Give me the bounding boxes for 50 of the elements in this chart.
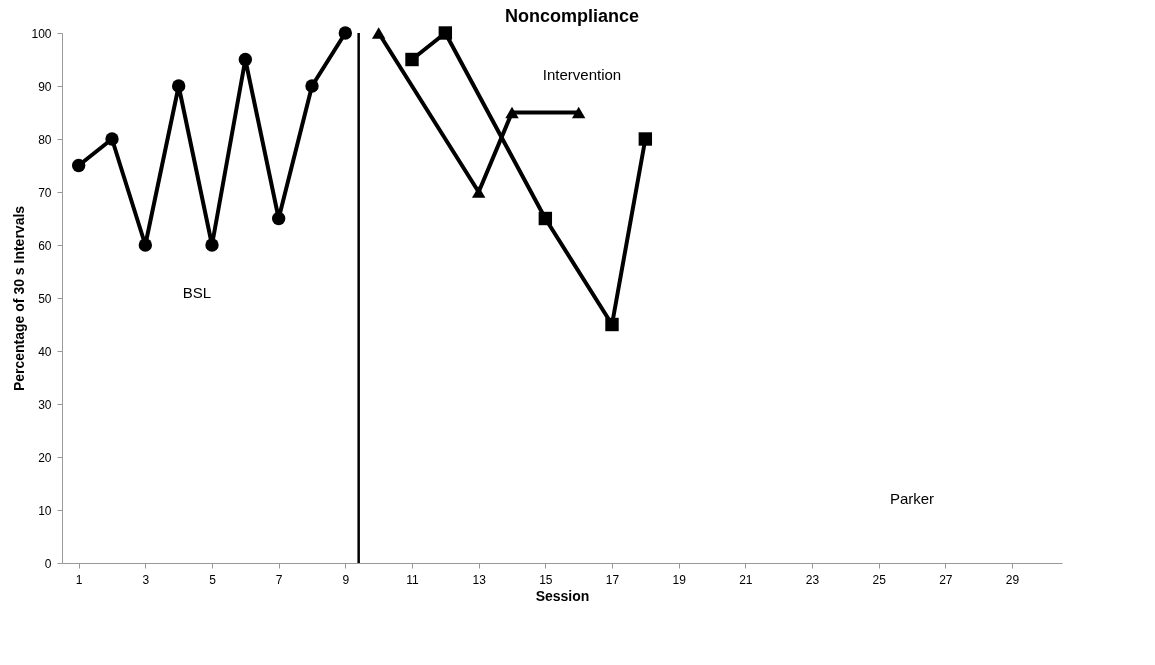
x-tick-label: 17 (605, 572, 620, 587)
y-tick-label: 100 (31, 26, 52, 41)
x-tick-label: 3 (142, 572, 150, 587)
x-axis-title: Session (535, 587, 590, 604)
point (471, 186, 486, 198)
point (205, 238, 219, 252)
point (538, 211, 553, 226)
chart-title: Noncompliance (504, 6, 640, 27)
y-tick-label: 10 (38, 503, 52, 518)
x-tick-label: 27 (939, 572, 953, 587)
y-tick-label: 20 (38, 450, 52, 465)
x-tick-label: 21 (739, 572, 753, 587)
y-axis-title: Percentage of 30 s Intervals (11, 205, 28, 392)
point (71, 158, 86, 173)
point (271, 211, 286, 226)
y-tick-label: 40 (38, 344, 52, 359)
point (605, 317, 619, 332)
y-tick-label: 60 (38, 238, 52, 253)
x-tick-label: 9 (342, 572, 350, 587)
y-tick-label: 80 (38, 132, 52, 147)
x-tick-label: 11 (406, 572, 420, 587)
point (638, 132, 653, 146)
x-tick-label: 23 (805, 572, 820, 587)
x-tick-label: 7 (275, 572, 283, 587)
annotation: Parker (889, 490, 935, 508)
point (305, 79, 319, 93)
point (138, 238, 153, 252)
point (238, 52, 253, 67)
annotation: BSL (182, 283, 212, 301)
y-tick-label: 90 (38, 79, 52, 94)
annotation: Intervention (542, 66, 622, 84)
point (171, 79, 186, 93)
point (405, 52, 419, 67)
y-tick-label: 50 (38, 291, 52, 306)
point (338, 26, 353, 40)
point (438, 26, 453, 40)
y-tick-label: 0 (44, 556, 52, 571)
point (371, 27, 386, 39)
point (505, 106, 519, 119)
point (571, 106, 586, 119)
point (105, 132, 119, 146)
x-tick-label: 25 (872, 572, 887, 587)
y-tick-label: 70 (38, 185, 52, 200)
x-tick-label: 13 (472, 572, 487, 587)
x-tick-label: 1 (75, 572, 83, 587)
x-tick-label: 19 (672, 572, 687, 587)
x-tick-label: 15 (539, 572, 553, 587)
x-tick-label: 5 (209, 572, 217, 587)
x-tick-label: 29 (1005, 572, 1020, 587)
y-tick-label: 30 (38, 397, 52, 412)
